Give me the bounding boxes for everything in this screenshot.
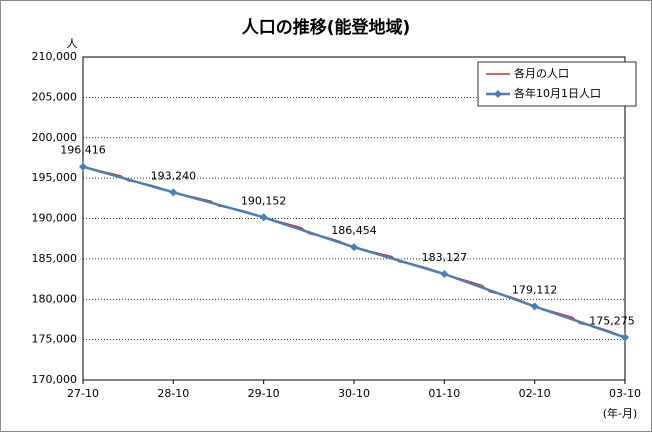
y-tick-label: 205,000 — [32, 90, 78, 103]
y-tick-label: 170,000 — [32, 373, 78, 386]
chart-title: 人口の推移(能登地域) — [242, 17, 411, 38]
data-label: 193,240 — [151, 169, 197, 182]
marker — [621, 333, 629, 342]
series-line-segment — [353, 245, 445, 276]
x-tick-label: 03-10 — [609, 387, 641, 400]
marker — [350, 243, 358, 252]
series-line-segment — [82, 165, 174, 194]
marker — [79, 162, 87, 171]
y-axis-label: 人 — [67, 37, 78, 50]
series-line-segment — [263, 216, 355, 249]
series-line-segment — [534, 305, 626, 339]
series-line-segment — [173, 191, 264, 219]
data-label: 179,112 — [512, 283, 558, 296]
legend-label: 各年10月1日人口 — [514, 86, 601, 100]
x-axis-label: (年-月) — [603, 406, 638, 420]
marker — [259, 213, 268, 222]
marker — [440, 269, 449, 278]
legend-label: 各月の人口 — [514, 66, 569, 80]
x-tick-label: 28-10 — [157, 387, 189, 400]
data-label: 175,275 — [589, 314, 635, 327]
legend-marker — [494, 90, 502, 98]
x-tick-label: 02-10 — [519, 387, 551, 400]
marker — [530, 302, 539, 311]
data-label: 186,454 — [331, 224, 377, 237]
y-tick-label: 175,000 — [32, 333, 78, 346]
y-tick-label: 210,000 — [32, 50, 78, 63]
y-tick-label: 190,000 — [32, 212, 78, 225]
y-tick-label: 195,000 — [32, 171, 78, 184]
y-tick-label: 185,000 — [32, 252, 78, 265]
y-tick-label: 200,000 — [32, 131, 78, 144]
series-line-segment — [443, 272, 536, 308]
x-tick-label: 30-10 — [338, 387, 370, 400]
legend-box — [477, 61, 637, 107]
x-tick-label: 27-10 — [67, 387, 99, 400]
marker — [169, 188, 178, 197]
x-tick-label: 01-10 — [428, 387, 460, 400]
data-label: 190,152 — [241, 194, 287, 207]
y-tick-label: 180,000 — [32, 292, 78, 305]
x-tick-label: 29-10 — [248, 387, 280, 400]
data-label: 183,127 — [422, 251, 468, 264]
data-label: 196,416 — [60, 144, 106, 157]
